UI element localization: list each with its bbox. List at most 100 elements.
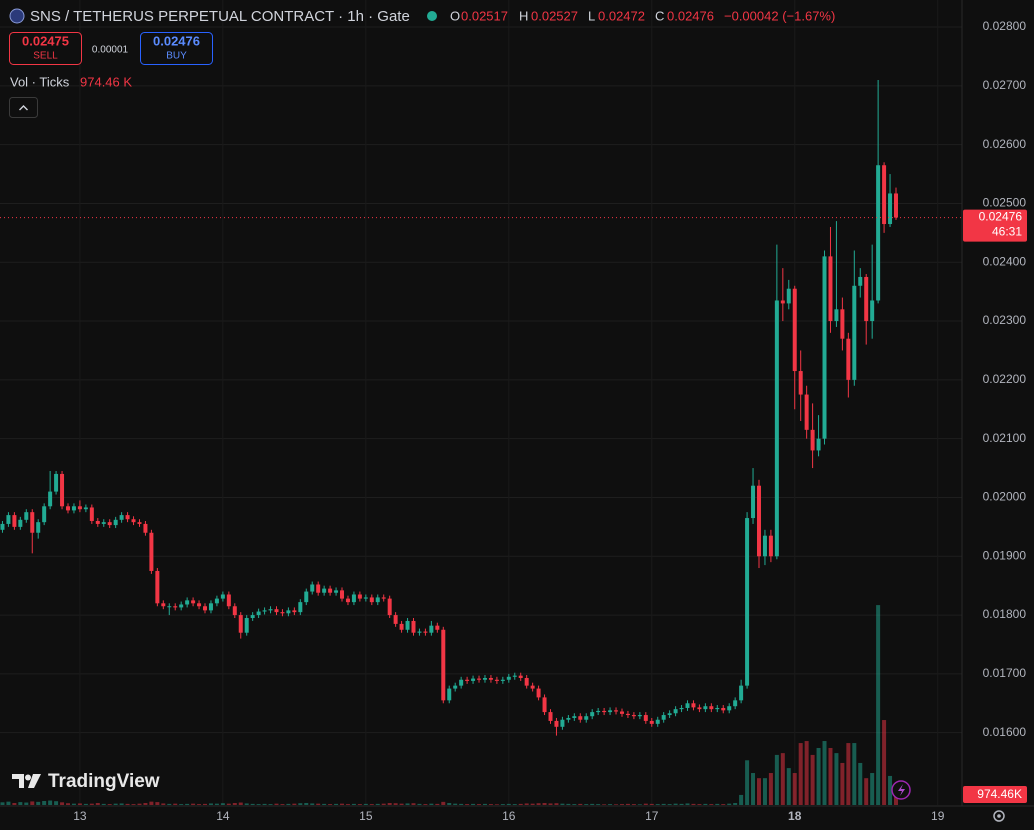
volume-bar	[185, 803, 190, 805]
candle-body	[375, 597, 380, 603]
candle-body	[179, 604, 184, 608]
candle-body	[54, 473, 59, 492]
candle-body	[387, 598, 392, 616]
volume-bar	[870, 773, 875, 805]
volume-bar	[12, 802, 17, 805]
volume-bar	[762, 778, 767, 805]
candle-body	[560, 719, 565, 727]
candle-body	[703, 706, 708, 710]
settings-hub[interactable]	[997, 814, 1001, 818]
volume-bar	[268, 804, 273, 805]
sell-button-frame[interactable]	[9, 32, 82, 65]
collapse-button[interactable]	[9, 97, 38, 118]
sell-label[interactable]: SELL	[33, 51, 58, 62]
volume-bar	[334, 803, 339, 805]
brand-name: TradingView	[48, 771, 160, 792]
volume-bar	[113, 803, 118, 805]
buy-price[interactable]: 0.02476	[153, 33, 200, 48]
spread: 0.00001	[92, 45, 129, 56]
volume-bar	[71, 803, 76, 805]
volume-bar	[42, 800, 47, 805]
buy-button-frame[interactable]	[140, 32, 213, 65]
collapse-chevron[interactable]	[19, 105, 28, 111]
settings-gear[interactable]	[993, 810, 1005, 822]
x-tick-label: 18	[788, 809, 802, 823]
volume-bar	[500, 804, 505, 805]
volume-bar	[614, 804, 619, 805]
volume-bar	[774, 754, 779, 805]
volume-bar	[548, 803, 553, 805]
volume-bar	[179, 804, 184, 805]
volume-bar	[584, 804, 589, 805]
candle-body	[691, 703, 696, 708]
candle-body	[441, 629, 446, 701]
candle-body	[113, 519, 118, 526]
candle-body	[423, 631, 428, 633]
candle-body	[24, 512, 29, 520]
candle-body	[768, 535, 773, 557]
settings-button[interactable]	[993, 810, 1005, 822]
candle-body	[173, 606, 178, 608]
volume-tag-label: 974.46K	[977, 787, 1022, 801]
volume-bar	[292, 803, 297, 805]
candle-body	[185, 600, 190, 605]
volume-bar	[191, 803, 196, 805]
volume-bar	[60, 802, 65, 805]
y-tick-label: 0.02400	[983, 254, 1027, 268]
candle-body	[649, 720, 654, 724]
volume-bar	[417, 803, 422, 805]
volume-bar	[745, 760, 750, 805]
candle-body	[42, 506, 47, 523]
volume-bar	[441, 801, 446, 805]
volume-bar	[298, 803, 303, 805]
candle-body	[512, 675, 517, 677]
sell-button[interactable]: 0.02475 SELL	[9, 32, 82, 65]
candle-body	[500, 679, 505, 681]
volume-bar	[214, 803, 219, 805]
market-status-dot	[427, 11, 437, 21]
volume-bar	[30, 801, 35, 805]
volume-bar	[250, 803, 255, 805]
volume-bar	[888, 775, 893, 805]
candle-body	[131, 519, 136, 523]
volume-bar	[101, 803, 106, 805]
candle-body	[191, 600, 196, 604]
brand-logo: TradingView	[12, 771, 160, 792]
candle-body	[733, 700, 738, 707]
buy-label[interactable]: BUY	[166, 51, 187, 62]
volume-bar	[149, 801, 154, 805]
candle-body	[679, 707, 684, 710]
alert-bolt[interactable]	[898, 784, 905, 796]
candle-body	[161, 603, 166, 607]
candle-body	[322, 588, 327, 593]
candle-body	[18, 519, 23, 527]
candle-body	[661, 715, 666, 720]
volume-bar	[578, 803, 583, 805]
sell-price[interactable]: 0.02475	[22, 33, 69, 48]
volume-bar	[465, 804, 470, 805]
candle-body	[590, 712, 595, 717]
candle-body	[667, 713, 672, 716]
low-value: 0.02472	[598, 8, 645, 23]
x-tick-label: 14	[216, 809, 230, 823]
candle-body	[6, 515, 11, 524]
candle-body	[864, 276, 869, 322]
alert-icon[interactable]	[891, 780, 911, 800]
volume-bar	[673, 803, 678, 805]
volume-bar	[679, 803, 684, 805]
candle-body	[203, 606, 208, 611]
volume-bar	[810, 754, 815, 805]
volume-bar	[488, 804, 493, 805]
high-key: H	[519, 8, 528, 23]
candle-body	[566, 717, 571, 720]
candle-body	[482, 677, 487, 680]
candle-body	[893, 193, 898, 218]
volume-bar	[733, 802, 738, 805]
collapse-frame[interactable]	[9, 97, 38, 118]
buy-button[interactable]: 0.02476 BUY	[140, 32, 213, 65]
candle-body	[0, 523, 5, 530]
candle-body	[774, 300, 779, 557]
candle-body	[351, 594, 356, 603]
volume-bar	[751, 773, 756, 805]
candle-body	[197, 603, 202, 607]
